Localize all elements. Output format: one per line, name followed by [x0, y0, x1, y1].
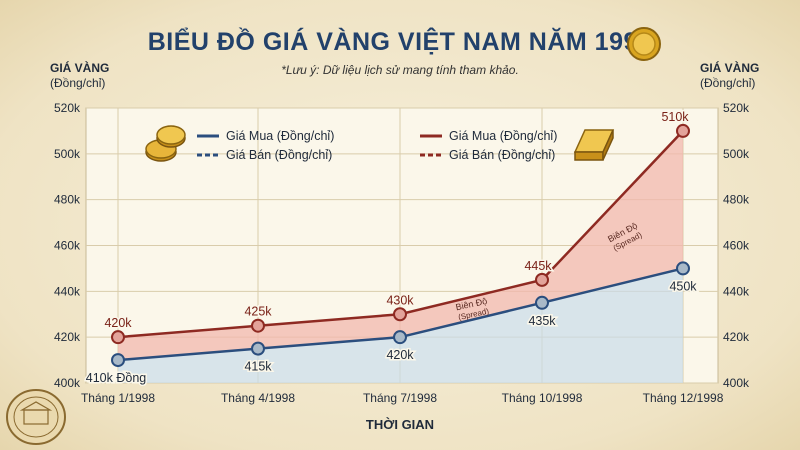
y-tick-right: 500k	[723, 147, 750, 161]
y-tick-left: 420k	[54, 330, 81, 344]
data-point-blue	[251, 341, 265, 356]
data-label-red: 445k	[524, 259, 552, 273]
legend-red-buy: Giá Mua (Đồng/chỉ)	[449, 129, 557, 143]
gold-coins-icon	[145, 125, 186, 162]
legend-blue-buy: Giá Mua (Đồng/chỉ)	[226, 129, 334, 143]
legend-red-sell: Giá Bán (Đồng/chỉ)	[449, 148, 555, 162]
left-axis-title-line1: GIÁ VÀNG	[50, 61, 110, 75]
data-point-blue	[676, 261, 690, 276]
axis-ticks: 400k 400k 420k 420k 440k 440k 460k 460k 480k 480k…	[54, 101, 750, 405]
y-tick-right: 480k	[723, 193, 750, 207]
series-points	[111, 123, 690, 368]
data-label-blue: 450k	[669, 279, 697, 293]
data-point-red	[676, 123, 690, 138]
right-axis-title: GIÁ VÀNG (Đồng/chỉ)	[700, 61, 759, 91]
y-tick-right: 520k	[723, 101, 750, 115]
x-tick-label: Tháng 12/1998	[643, 391, 724, 405]
y-tick-right: 440k	[723, 284, 750, 298]
legend-blue-sell: Giá Bán (Đồng/chỉ)	[226, 148, 332, 162]
data-label-blue: 410k Đồng	[86, 371, 147, 385]
y-tick-right: 400k	[723, 376, 750, 390]
data-label-blue: 415k	[244, 360, 272, 374]
y-tick-left: 460k	[54, 239, 81, 253]
y-tick-right: 420k	[723, 330, 750, 344]
data-label-red: 420k	[104, 316, 132, 330]
x-tick-label: Tháng 7/1998	[363, 391, 437, 405]
chart-title: BIỂU ĐỒ GIÁ VÀNG VIỆT NAM NĂM 1998	[147, 28, 653, 56]
y-tick-left: 500k	[54, 147, 81, 161]
data-label-blue: 420k	[386, 348, 414, 362]
x-tick-label: Tháng 10/1998	[502, 391, 583, 405]
data-point-red	[393, 307, 407, 322]
data-point-blue	[535, 295, 549, 310]
x-tick-label: Tháng 4/1998	[221, 391, 295, 405]
data-label-blue: 435k	[528, 314, 556, 328]
left-axis-title: GIÁ VÀNG (Đồng/chỉ)	[50, 61, 109, 91]
seal-emblem-icon	[6, 389, 66, 445]
data-point-red	[111, 330, 125, 345]
gold-bar-icon	[573, 129, 615, 161]
left-axis-title-line2: (Đồng/chỉ)	[50, 76, 106, 90]
x-axis-title: THỜI GIAN	[365, 417, 435, 432]
data-label-red: 425k	[244, 305, 272, 319]
legend: Giá Mua (Đồng/chỉ) Giá Bán (Đồng/chỉ) Gi…	[197, 129, 557, 162]
y-tick-left: 440k	[54, 284, 81, 298]
data-point-blue	[111, 353, 125, 368]
right-axis-title-line2: (Đồng/chỉ)	[700, 76, 756, 90]
gold-coin-icon	[627, 27, 661, 61]
data-label-red: 430k	[386, 293, 414, 307]
data-point-blue	[393, 330, 407, 345]
right-axis-title-line1: GIÁ VÀNG	[700, 61, 760, 75]
data-point-red	[535, 272, 549, 287]
data-label-red: 510k	[661, 110, 689, 124]
y-tick-left: 520k	[54, 101, 81, 115]
y-tick-left: 480k	[54, 193, 81, 207]
y-tick-left: 400k	[54, 376, 81, 390]
data-point-red	[251, 318, 265, 333]
y-tick-right: 460k	[723, 239, 750, 253]
chart-subtitle: *Lưu ý: Dữ liệu lịch sử mang tính tham k…	[281, 63, 519, 77]
data-labels: 410k Đồng 415k 420k 435k 450k 420k 425k 430k 445…	[84, 108, 699, 386]
x-tick-label: Tháng 1/1998	[81, 391, 155, 405]
